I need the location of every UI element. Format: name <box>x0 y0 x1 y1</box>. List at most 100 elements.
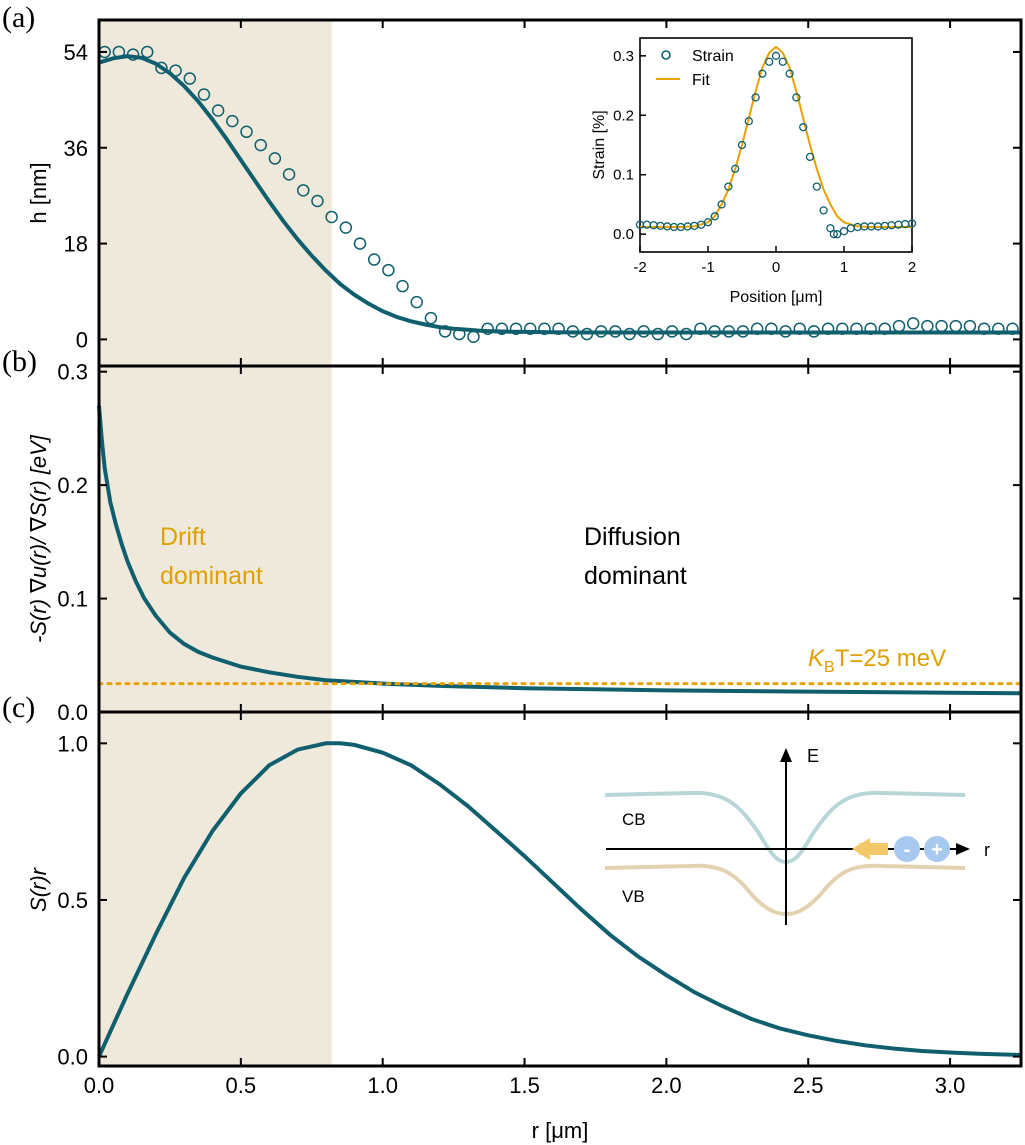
data-point <box>396 279 409 293</box>
inset-x-tick-label: 1 <box>840 259 848 276</box>
panel-a-plot <box>98 45 1021 343</box>
data-point <box>197 88 211 101</box>
data-point <box>367 253 381 266</box>
inset-data-point <box>751 93 760 102</box>
series-line <box>97 405 1022 696</box>
panel-b-ylabel: -S(r) ∇u(r)/ ∇S(r) [eV] <box>26 434 51 643</box>
data-point <box>921 319 934 333</box>
data-point <box>140 45 154 59</box>
y-tick-label: 0.3 <box>57 360 88 385</box>
inset-data-point <box>737 140 747 150</box>
drift-label-line2: dominant <box>160 562 263 590</box>
y-tick-label: 0.0 <box>57 1045 88 1070</box>
kbt-label: KBT=25 meV <box>808 645 946 676</box>
hole-sign: + <box>931 839 943 861</box>
data-point <box>509 322 523 335</box>
series-line <box>98 54 1021 335</box>
inset-data-point <box>710 212 719 221</box>
e-axis-label: E <box>807 746 819 766</box>
panel-b-plot <box>97 405 1023 696</box>
inset-ylabel: Strain [%] <box>591 110 608 179</box>
hole-icon <box>924 836 950 862</box>
y-tick-label: 0.1 <box>57 587 88 612</box>
frame <box>97 18 1023 1068</box>
data-point <box>254 138 267 152</box>
inset-data-point <box>812 182 821 191</box>
inset-data-point <box>744 117 753 126</box>
data-point <box>325 210 338 224</box>
inset-data-point <box>805 152 815 162</box>
panel-label-b: (b) <box>2 345 37 378</box>
inset-data-point <box>765 57 774 66</box>
inset-x-tick-label: 0 <box>772 259 780 276</box>
drift-label-line1: Drift <box>160 523 206 551</box>
inset-y-tick-label: 0.3 <box>613 48 634 65</box>
data-point <box>949 319 963 333</box>
inset-data-point <box>717 200 726 209</box>
data-point <box>339 221 353 234</box>
y-tick-label: 18 <box>64 232 88 257</box>
data-point <box>311 194 324 208</box>
legend-strain-label: Strain <box>692 48 734 65</box>
inset-data-point <box>826 224 835 233</box>
r-axis-label: r <box>984 840 990 860</box>
x-tick-label: 3.0 <box>935 1073 966 1098</box>
data-point <box>538 322 551 335</box>
x-tick-label: 1.0 <box>367 1073 398 1098</box>
y-tick-label: 0.5 <box>57 888 88 913</box>
series-line <box>97 741 1022 1058</box>
electron-sign: - <box>904 839 911 861</box>
inset-data-point <box>833 230 842 239</box>
x-tick-label: 0.0 <box>84 1073 115 1098</box>
diffusion-label-line1: Diffusion <box>584 523 681 551</box>
inset-data-point <box>758 69 767 78</box>
inset-data-point <box>785 69 794 78</box>
inset-data-point <box>907 219 917 228</box>
panel-c-xlabel: r [μm] <box>532 1118 589 1143</box>
drift-region-shade <box>99 20 332 1066</box>
cb-label: CB <box>622 810 646 829</box>
inset-fit-line <box>640 45 912 228</box>
inset-data-point <box>829 230 838 239</box>
electron-icon <box>894 836 920 862</box>
panel-c-plot <box>97 741 1022 1058</box>
data-point <box>410 295 423 309</box>
data-point <box>183 72 197 85</box>
inset-data-point <box>724 182 733 191</box>
data-point <box>282 168 296 181</box>
panel-a-ylabel: h [nm] <box>26 162 51 223</box>
data-point <box>963 319 977 333</box>
vb-label: VB <box>622 887 645 906</box>
inset-data-point <box>819 206 828 215</box>
inset-data-point <box>703 218 713 227</box>
y-tick-label: 36 <box>64 136 88 161</box>
data-point <box>353 237 367 250</box>
data-point <box>297 184 310 197</box>
inset-x-tick-label: -1 <box>701 259 714 276</box>
data-point <box>240 125 253 139</box>
legend-strain-marker <box>661 50 671 60</box>
y-tick-label: 0.2 <box>57 473 88 498</box>
inset-y-tick-label: 0.2 <box>613 107 634 124</box>
y-tick-label: 0 <box>76 327 88 352</box>
axes-ticks: 0 18 36 54 0.0 0.1 0.2 0.3 0.0 0.5 1.0 0.0 0.5 1.0 1.5… <box>57 20 1021 1098</box>
inset-x-tick-label: 2 <box>908 259 916 276</box>
inset-y-tick-label: 0.0 <box>613 226 634 243</box>
inset-data-point <box>792 93 801 102</box>
x-tick-label: 1.5 <box>509 1073 540 1098</box>
inset-x-tick-label: -2 <box>633 259 646 276</box>
y-tick-label: 54 <box>64 40 88 65</box>
inset-data-point <box>778 57 787 66</box>
data-point <box>268 152 282 165</box>
panel-label-c: (c) <box>2 691 35 724</box>
data-point <box>155 61 168 75</box>
data-point <box>226 114 239 128</box>
inset-data-point <box>799 123 808 132</box>
data-point <box>467 330 480 343</box>
x-tick-label: 2.5 <box>793 1073 824 1098</box>
band-diagram-inset: E r CB VB - + <box>604 746 990 925</box>
inset-xlabel: Position [μm] <box>730 289 823 306</box>
r-arrowhead <box>956 843 970 855</box>
x-tick-label: 2.0 <box>651 1073 682 1098</box>
